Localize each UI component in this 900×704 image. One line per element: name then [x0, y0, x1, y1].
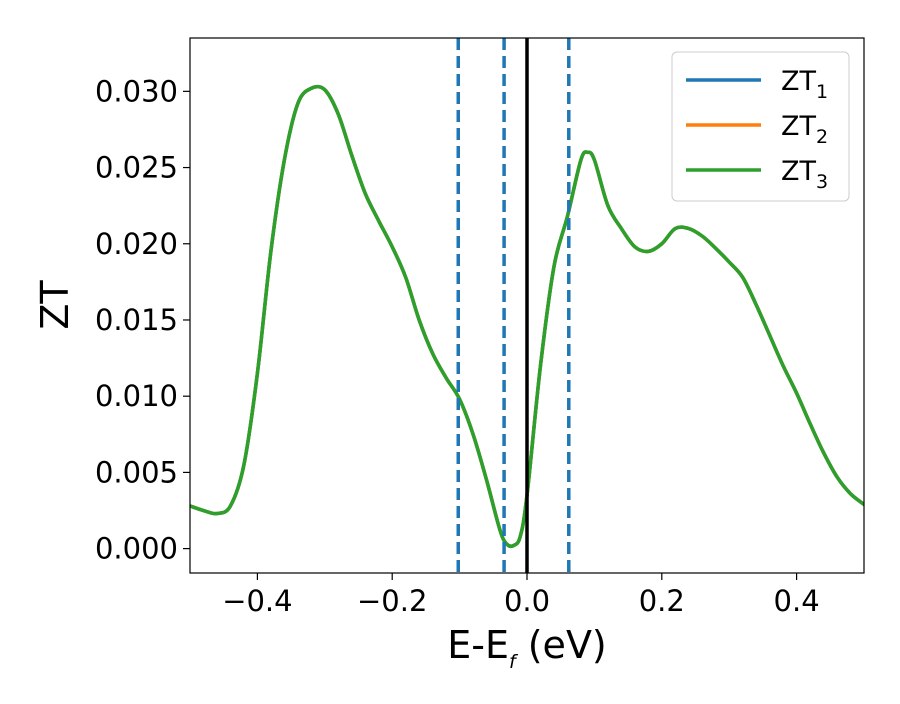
y-tick-label: 0.020 [95, 227, 178, 261]
legend-label-zt2: ZT2 [781, 111, 828, 148]
series-layer [190, 84, 864, 549]
reference-lines [456, 38, 571, 573]
x-tick-label: 0.0 [504, 584, 550, 618]
y-tick-label: 0.000 [95, 532, 178, 566]
series-line-zt3 [190, 84, 864, 549]
legend-items: ZT1 ZT2 ZT3 [686, 66, 828, 193]
x-axis-title: E-Ef (eV) [447, 623, 607, 673]
x-tick-label: 0.2 [639, 584, 685, 618]
x-tick-label: −0.4 [222, 584, 292, 618]
y-tick-label: 0.005 [95, 455, 178, 489]
y-tick-label: 0.015 [95, 303, 178, 337]
x-tick-label: −0.2 [357, 584, 427, 618]
legend: ZT1 ZT2 ZT3 [671, 51, 850, 202]
x-axis-ticks: −0.4 −0.2 0.0 0.2 0.4 [222, 573, 820, 618]
x-tick-label: 0.4 [774, 584, 820, 618]
legend-label-zt3: ZT3 [781, 156, 828, 193]
y-tick-label: 0.010 [95, 379, 178, 413]
y-axis-title: ZT [33, 280, 77, 330]
y-tick-label: 0.025 [95, 151, 178, 185]
y-tick-label: 0.030 [95, 74, 178, 108]
y-axis-ticks: 0.000 0.005 0.010 0.015 0.020 0.025 0.030 [95, 74, 190, 566]
legend-label-zt1: ZT1 [781, 66, 828, 103]
